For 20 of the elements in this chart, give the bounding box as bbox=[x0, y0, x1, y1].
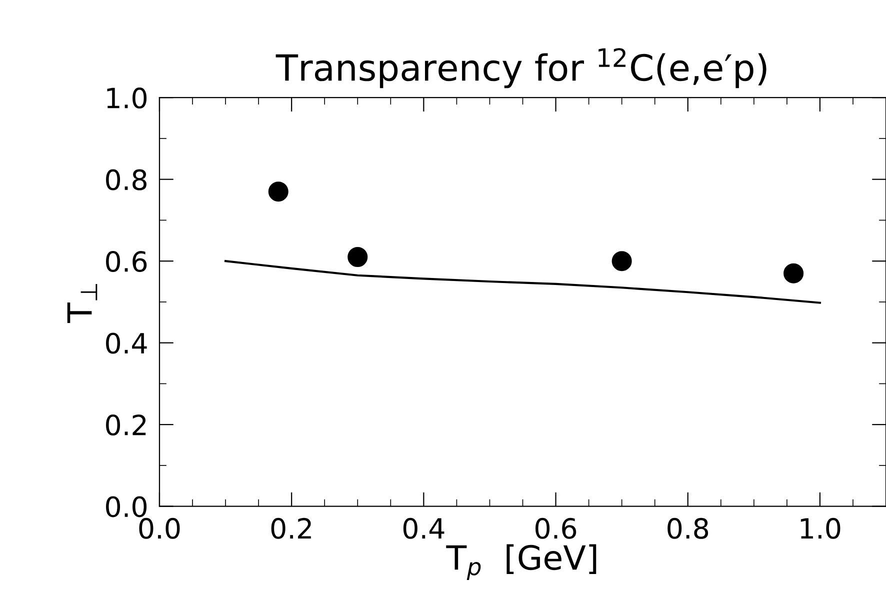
point bbox=[784, 263, 804, 284]
x-tick-label: 0.2 bbox=[271, 518, 311, 539]
y-tick-label: 0.8 bbox=[106, 169, 146, 190]
x-tick-label: 0.4 bbox=[403, 518, 444, 539]
line-series bbox=[224, 260, 821, 304]
x-tick-label: 1.0 bbox=[800, 518, 840, 539]
x-axis-title: T$_{p}$ [GeV] bbox=[446, 544, 596, 580]
x-tick-label: 0.0 bbox=[139, 518, 180, 539]
point bbox=[348, 246, 368, 268]
y-tick-label: 0.4 bbox=[106, 332, 147, 354]
point bbox=[268, 182, 288, 202]
y-axis-title: T$_{⊥}$ bbox=[67, 284, 98, 324]
y-tick-label: 0.0 bbox=[106, 496, 147, 518]
x-tick-label: 0.8 bbox=[668, 518, 708, 539]
point bbox=[612, 251, 632, 272]
x-tick-label: 0.6 bbox=[536, 518, 576, 539]
chart-title: Transparency for $^{12}$C(e,e′p) bbox=[276, 48, 766, 88]
y-tick-label: 0.6 bbox=[106, 251, 147, 272]
y-tick-label: 0.2 bbox=[106, 414, 146, 436]
y-tick-label: 1.0 bbox=[107, 88, 147, 109]
